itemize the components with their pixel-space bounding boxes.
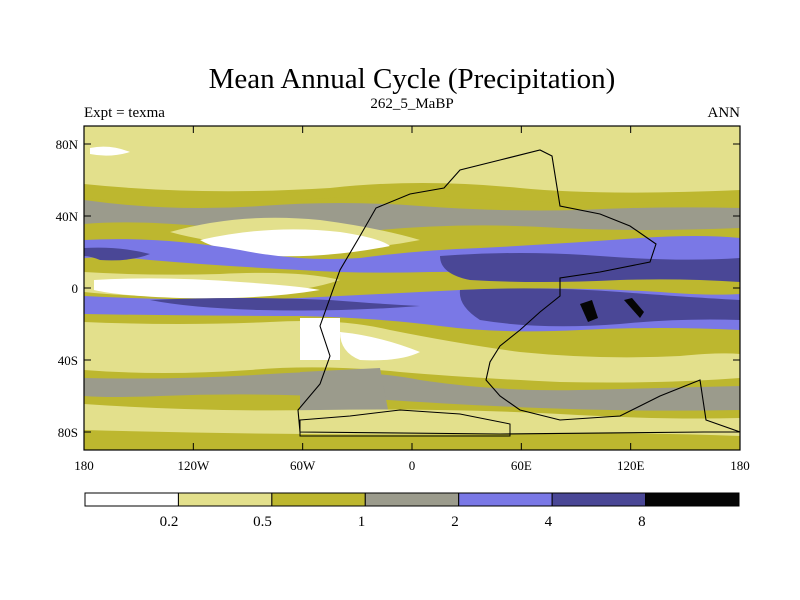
chart-title: Mean Annual Cycle (Precipitation) (209, 63, 616, 95)
patch-maritime-black-1 (580, 300, 598, 322)
colorbar-level-label: 1 (358, 514, 366, 530)
patch-atlantic-white (200, 229, 390, 257)
colorbar-swatch (551, 492, 647, 507)
land-outline-south (299, 409, 511, 437)
colorbar-level-label: 0.2 (160, 514, 179, 530)
experiment-label: Expt = texma (84, 105, 165, 121)
land-outline (297, 149, 740, 435)
x-tick-label: 60W (290, 458, 316, 473)
colorbar-swatch (364, 492, 460, 507)
patch-south-pacific-deep (150, 298, 420, 311)
patch-south-america-white (300, 318, 340, 360)
patch-gondwana-grey (300, 368, 390, 420)
band-arctic-light (84, 126, 740, 157)
x-tick-label: 120W (177, 458, 210, 473)
colorbar-swatch (177, 492, 273, 507)
band-indian-deep (440, 253, 740, 282)
y-tick-label: 80N (56, 137, 79, 152)
x-tick-label: 60E (511, 458, 532, 473)
patch-south-atlantic-white (340, 332, 420, 361)
colorbar-swatch (458, 492, 553, 507)
patch-pacific-deep (84, 247, 150, 261)
colorbar: 0.2 0.5 1 2 4 8 (84, 492, 740, 530)
x-axis: 180 120W 60W 0 60E 120E 180 (74, 126, 750, 473)
run-label: 262_5_MaBP (370, 96, 453, 112)
y-tick-label: 40S (58, 353, 78, 368)
patch-arctic-white (90, 146, 130, 156)
band-north-olive (84, 186, 740, 204)
precip-contour-field (84, 126, 740, 450)
x-tick-label: 180 (730, 458, 750, 473)
colorbar-level-label: 0.5 (253, 514, 272, 530)
colorbar-swatch (645, 492, 740, 507)
colorbar-swatch (271, 492, 366, 507)
band-indo-pacific-deep (459, 288, 740, 327)
colorbar-swatch (84, 492, 179, 507)
band-south-grey (84, 372, 740, 411)
y-tick-label: 0 (72, 281, 79, 296)
x-tick-label: 120E (617, 458, 645, 473)
patch-maritime-black-2 (624, 298, 644, 318)
colorbar-level-label: 8 (638, 514, 646, 530)
y-axis: 80N 40N 0 40S 80S (56, 137, 740, 440)
x-tick-label: 0 (409, 458, 416, 473)
patch-equator-white (94, 278, 320, 299)
x-tick-label: 180 (74, 458, 94, 473)
colorbar-level-label: 4 (545, 514, 553, 530)
colorbar-level-label: 2 (451, 514, 459, 530)
season-label: ANN (708, 105, 741, 121)
band-antarctic-olive (84, 430, 740, 450)
y-tick-label: 80S (58, 425, 78, 440)
y-tick-label: 40N (56, 209, 79, 224)
